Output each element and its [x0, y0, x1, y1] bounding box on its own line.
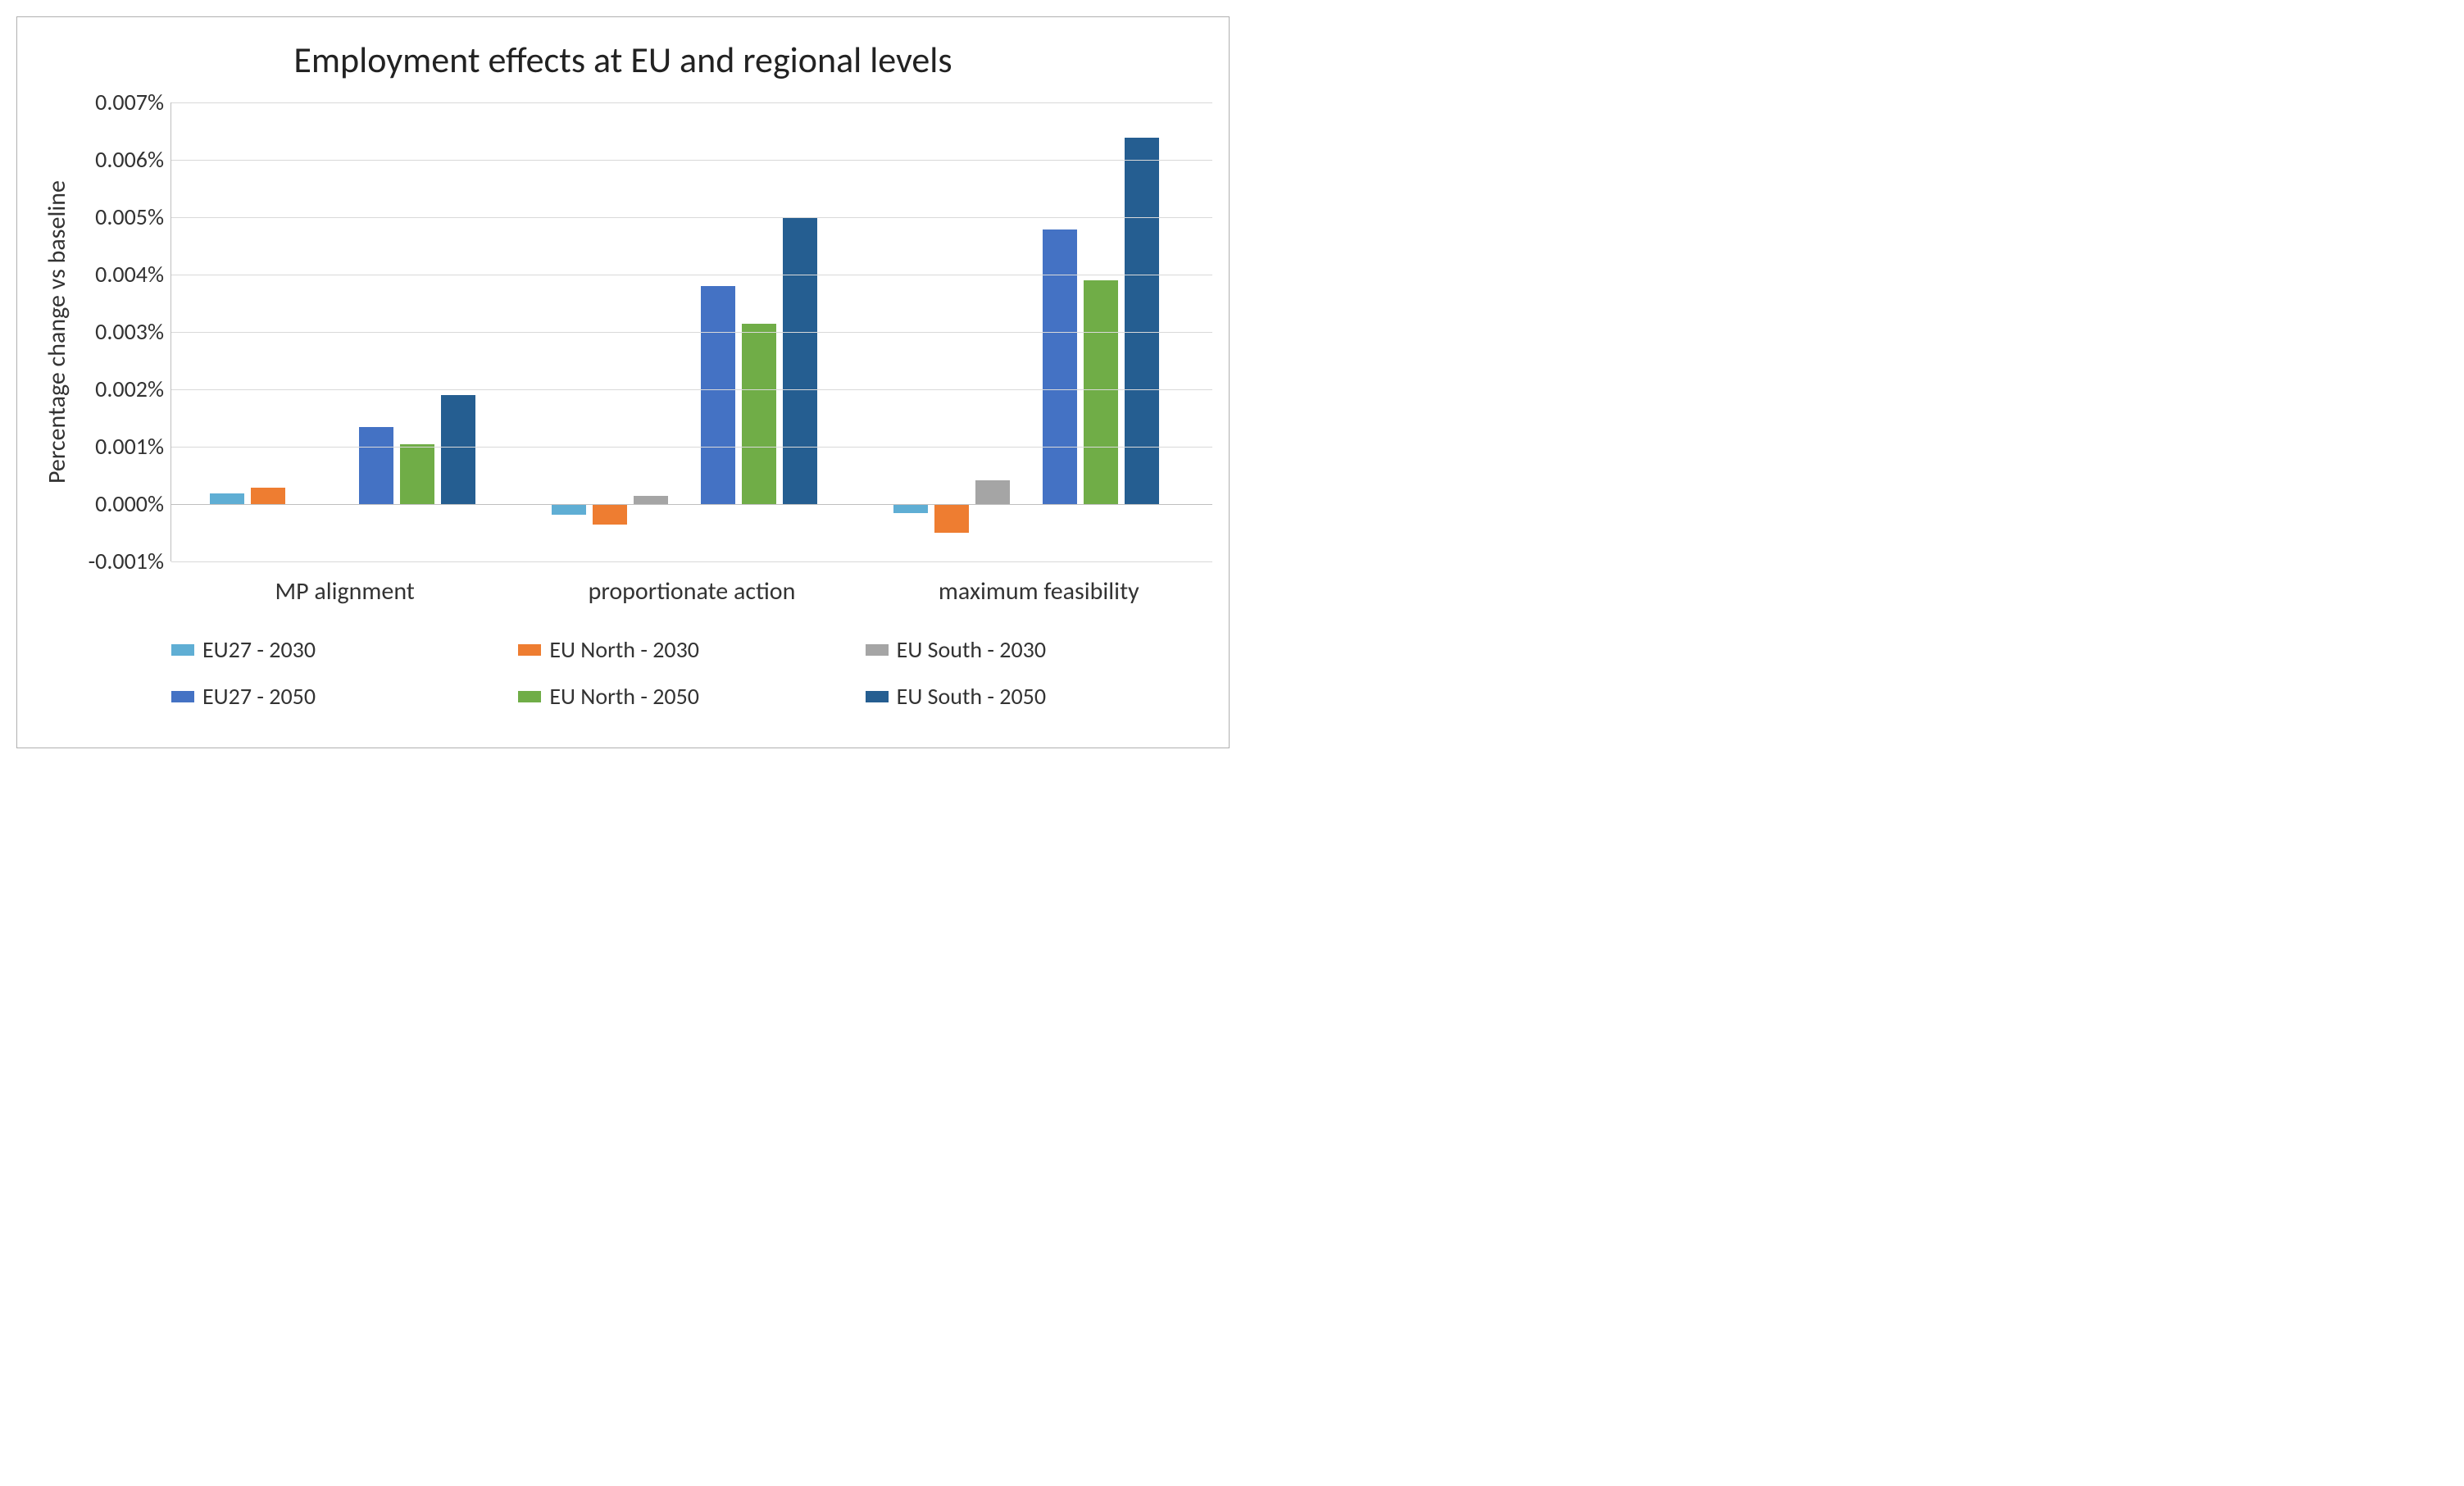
x-axis-label: proportionate action	[518, 576, 865, 607]
gridline	[171, 447, 1212, 448]
bar	[552, 504, 586, 515]
bar	[441, 395, 475, 504]
legend-item: EU27 - 2050	[171, 682, 518, 711]
legend-label: EU South - 2050	[897, 682, 1046, 711]
legend-label: EU27 - 2030	[202, 635, 316, 664]
legend-item: EU North - 2050	[518, 682, 865, 711]
legend-swatch	[171, 644, 194, 656]
bar	[975, 480, 1010, 504]
legend-swatch	[866, 644, 889, 656]
bar	[593, 504, 627, 525]
bar	[400, 444, 434, 505]
gridline	[171, 160, 1212, 161]
legend-label: EU North - 2030	[549, 635, 699, 664]
bar	[701, 286, 735, 504]
y-axis-label: Percentage change vs baseline	[34, 102, 72, 561]
legend-item: EU South - 2050	[866, 682, 1212, 711]
bar	[1084, 280, 1118, 504]
bar	[893, 504, 928, 513]
y-axis: 0.007%0.006%0.005%0.004%0.003%0.002%0.00…	[72, 102, 170, 561]
legend-item: EU South - 2030	[866, 635, 1212, 664]
bar	[783, 218, 817, 504]
bar	[934, 504, 969, 533]
bar	[1043, 229, 1077, 504]
legend-label: EU South - 2030	[897, 635, 1046, 664]
legend-swatch	[866, 691, 889, 702]
legend-swatch	[518, 644, 541, 656]
x-axis-labels: MP alignmentproportionate actionmaximum …	[171, 576, 1212, 607]
chart-container: Employment effects at EU and regional le…	[16, 16, 1230, 748]
legend-swatch	[171, 691, 194, 702]
legend-label: EU North - 2050	[549, 682, 699, 711]
chart-body: Percentage change vs baseline 0.007%0.00…	[34, 102, 1212, 561]
plot-area	[170, 102, 1212, 561]
legend-item: EU North - 2030	[518, 635, 865, 664]
chart-title: Employment effects at EU and regional le…	[34, 38, 1212, 82]
gridline	[171, 389, 1212, 390]
gridline	[171, 332, 1212, 333]
legend-item: EU27 - 2030	[171, 635, 518, 664]
x-axis-label: maximum feasibility	[866, 576, 1212, 607]
bar	[1125, 138, 1159, 504]
gridline	[171, 102, 1212, 103]
bar	[359, 427, 393, 505]
legend-swatch	[518, 691, 541, 702]
bar	[742, 324, 776, 505]
legend: EU27 - 2030 EU North - 2030 EU South - 203…	[171, 635, 1212, 711]
bar	[210, 493, 244, 504]
gridline	[171, 217, 1212, 218]
bar	[634, 496, 668, 505]
bar	[251, 488, 285, 504]
legend-label: EU27 - 2050	[202, 682, 316, 711]
gridline	[171, 561, 1212, 562]
x-axis-label: MP alignment	[171, 576, 518, 607]
gridline	[171, 504, 1212, 505]
